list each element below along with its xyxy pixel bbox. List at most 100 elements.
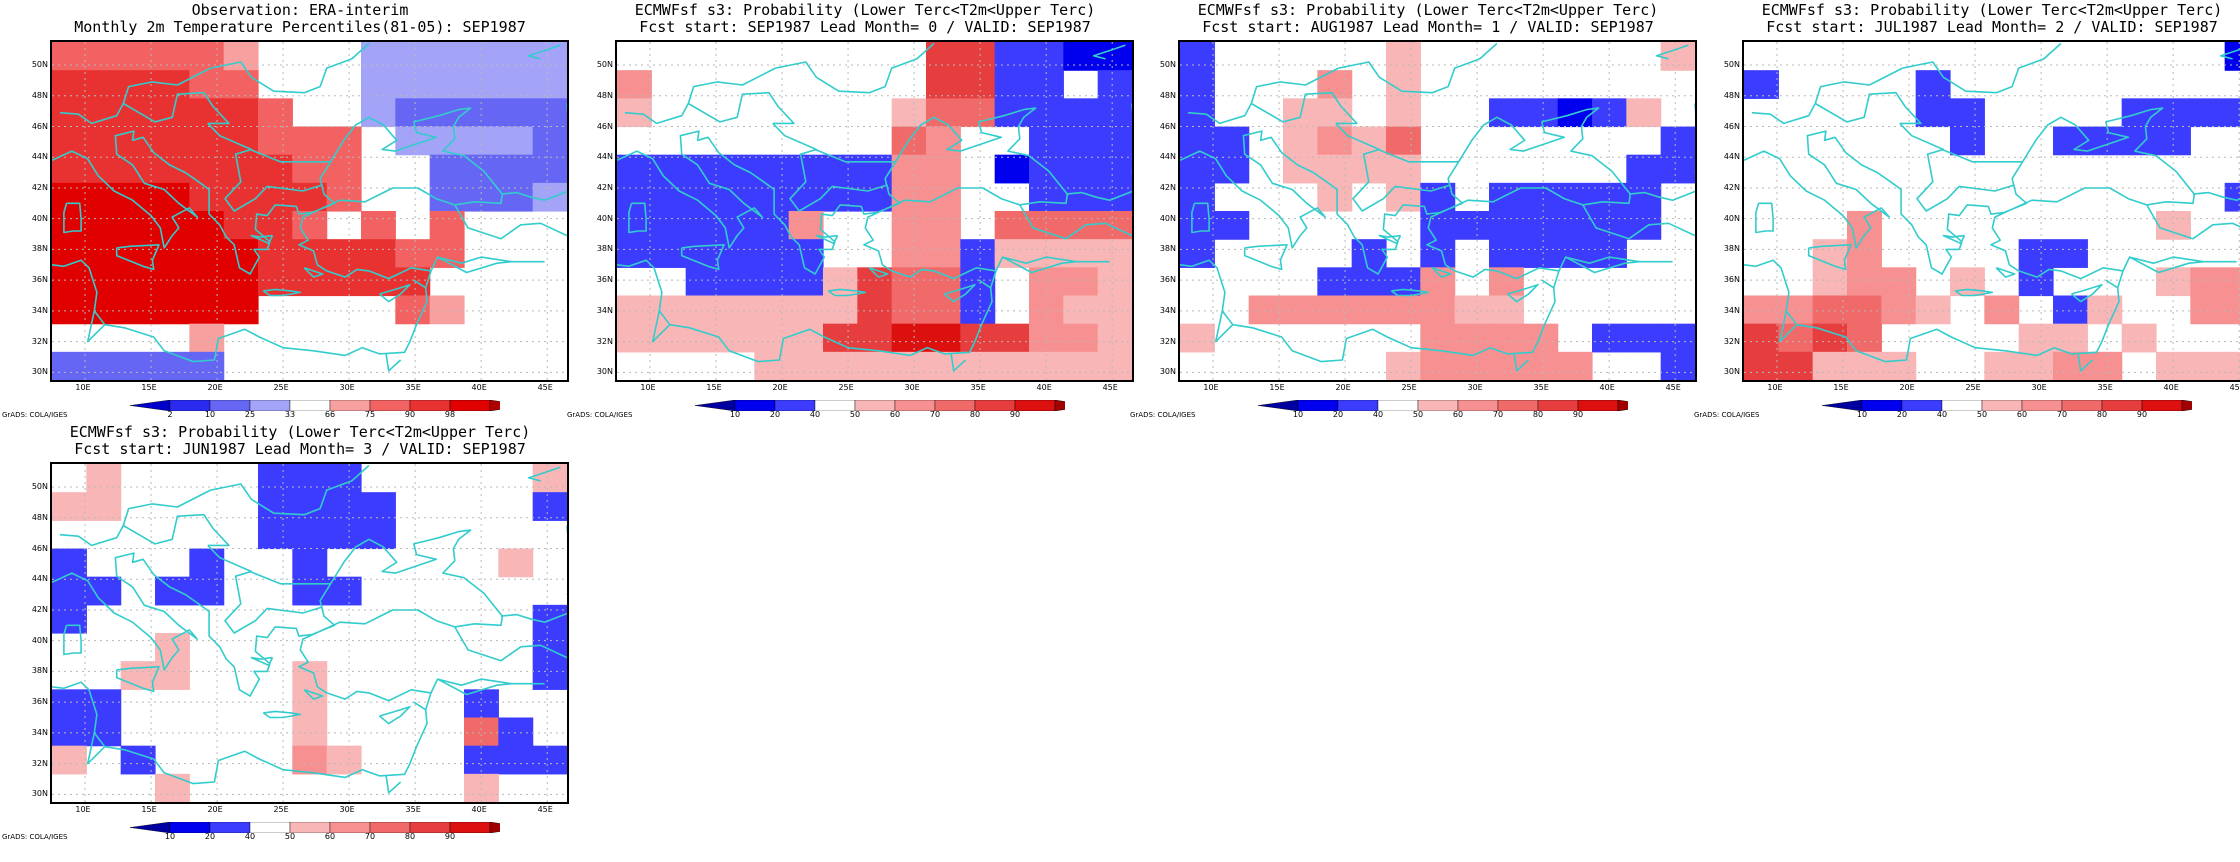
coastline	[1513, 353, 1530, 372]
shaded-cell	[2224, 182, 2240, 212]
coastline	[207, 122, 323, 212]
shaded-cell	[926, 70, 961, 99]
shaded-cell	[498, 717, 534, 747]
shaded-cell	[1847, 239, 1882, 268]
shaded-cell	[1097, 126, 1132, 156]
shaded-cell	[960, 351, 996, 380]
shaded-cell	[1847, 351, 1882, 380]
shaded-cell	[395, 239, 431, 268]
coastline	[1541, 279, 1555, 289]
shaded-cell	[1489, 239, 1524, 268]
longitude-label: 20E	[1899, 383, 1915, 392]
coastline	[1378, 234, 1402, 245]
shaded-cell	[1626, 182, 1662, 212]
coastline	[1755, 202, 1774, 234]
colorbar-tick-label: 2	[167, 410, 173, 419]
shaded-cell	[1812, 239, 1848, 268]
shaded-cell	[1097, 295, 1132, 325]
shaded-cell	[223, 211, 259, 240]
shaded-cell	[754, 267, 790, 297]
shaded-cell	[1881, 267, 1917, 297]
shaded-cell	[2224, 98, 2240, 128]
shaded-cell	[1489, 211, 1524, 240]
shaded-cell	[1812, 267, 1848, 297]
shaded-cell	[532, 154, 567, 184]
shaded-cell	[52, 604, 87, 634]
coastline	[1655, 44, 1689, 60]
shaded-cell	[1523, 239, 1559, 268]
coastline	[378, 283, 411, 303]
coastline	[59, 67, 211, 125]
shaded-cell	[926, 323, 961, 353]
coastline	[249, 148, 331, 163]
shaded-cell	[1097, 70, 1132, 99]
colorbar-tick-label: 80	[2096, 410, 2108, 419]
latitude-label: 34N	[1159, 305, 1176, 315]
shaded-cell	[155, 42, 190, 71]
shaded-cell	[86, 211, 122, 240]
shaded-cell	[395, 295, 431, 325]
shaded-cell	[292, 126, 328, 156]
coastline	[628, 202, 647, 234]
latitude-label: 38N	[1723, 244, 1740, 254]
shaded-cell	[189, 295, 225, 325]
shaded-cell	[685, 295, 721, 325]
shaded-cell	[1351, 267, 1387, 297]
colorbar-tick-label: 40	[809, 410, 821, 419]
coastline	[500, 612, 567, 623]
shaded-cell	[52, 548, 87, 578]
shaded-cell	[429, 295, 465, 325]
colorbar-tick-label: 50	[1976, 410, 1988, 419]
shaded-cell	[52, 745, 87, 775]
shaded-cell	[960, 98, 996, 128]
shaded-cell	[1063, 154, 1099, 184]
longitude-label: 35E	[405, 805, 421, 814]
colorbar-tick-label: 90	[1572, 410, 1584, 419]
shaded-cell	[2224, 267, 2240, 297]
shaded-cell	[2224, 295, 2240, 325]
coastline	[1899, 122, 2015, 212]
coastline	[624, 67, 776, 125]
shaded-cell	[857, 323, 893, 353]
shaded-cell	[155, 154, 190, 184]
shaded-cell	[1454, 295, 1490, 325]
shaded-cell	[754, 239, 790, 268]
shaded-cell	[1420, 239, 1456, 268]
shaded-cell	[1097, 98, 1132, 128]
shaded-cell	[891, 211, 927, 240]
latitude-label: 44N	[596, 152, 613, 162]
colorbar-tick-label: 90	[404, 410, 416, 419]
shaded-cell	[1029, 323, 1064, 353]
shaded-cell	[2224, 351, 2240, 380]
shaded-cell	[1984, 295, 2020, 325]
coastline	[1941, 148, 2023, 163]
shaded-cell	[1097, 154, 1132, 184]
coastline	[1214, 310, 1234, 343]
shaded-cell	[1386, 42, 1421, 71]
coastline	[454, 204, 567, 240]
coastline	[63, 202, 82, 234]
colorbar-tick-label: 40	[1936, 410, 1948, 419]
coastline	[814, 148, 896, 163]
shaded-cell	[1063, 295, 1099, 325]
grads-credit: GrADS: COLA/IGES	[1130, 411, 1196, 419]
longitude-label: 20E	[207, 805, 223, 814]
longitude-label: 30E	[339, 383, 355, 392]
shaded-cell	[52, 239, 87, 268]
shaded-cell	[498, 548, 534, 578]
shaded-cell	[1317, 126, 1353, 156]
shaded-cell	[1097, 351, 1132, 380]
shaded-cell	[86, 689, 122, 719]
latitude-label: 36N	[31, 697, 48, 707]
latitude-label: 40N	[596, 213, 613, 223]
latitude-label: 30N	[31, 789, 48, 799]
shaded-cell	[891, 182, 927, 212]
colorbar-tick-label: 60	[2016, 410, 2028, 419]
shaded-cell	[464, 42, 499, 71]
coastline	[651, 310, 671, 343]
shaded-cell	[2053, 351, 2088, 380]
latitude-label: 36N	[596, 275, 613, 285]
latitude-label: 46N	[1723, 121, 1740, 131]
coastline	[2219, 48, 2240, 60]
shaded-cell	[720, 239, 755, 268]
